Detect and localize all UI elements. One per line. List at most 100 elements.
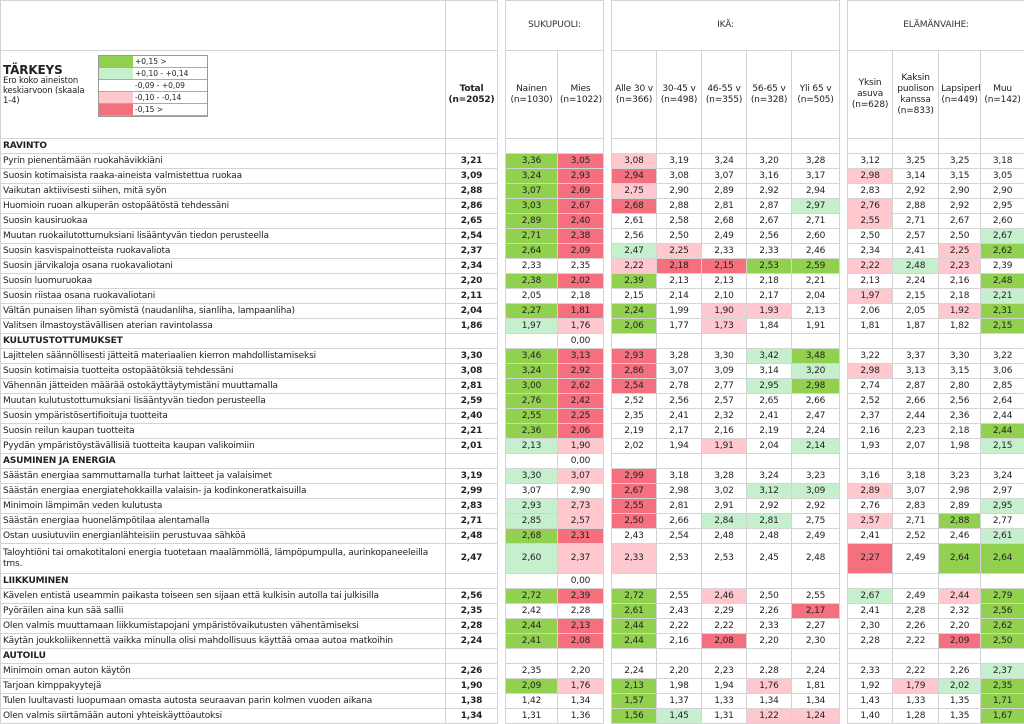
value-cell: 2,35 bbox=[446, 604, 498, 619]
value-cell: 1,81 bbox=[792, 679, 840, 694]
value-cell: 2,81 bbox=[747, 514, 792, 529]
spacer bbox=[498, 259, 506, 274]
value-cell: 2,90 bbox=[939, 184, 981, 199]
value-cell: 2,62 bbox=[981, 619, 1024, 634]
value-cell: 2,56 bbox=[747, 229, 792, 244]
column-name: Mies bbox=[560, 84, 601, 95]
value-cell: 3,24 bbox=[981, 469, 1024, 484]
value-cell: 2,55 bbox=[506, 409, 558, 424]
value-cell: 2,02 bbox=[939, 679, 981, 694]
cell bbox=[506, 649, 558, 664]
spacer bbox=[604, 529, 612, 544]
value-cell: 3,22 bbox=[848, 349, 893, 364]
value-cell: 2,15 bbox=[893, 289, 939, 304]
value-cell: 2,68 bbox=[506, 529, 558, 544]
spacer bbox=[840, 319, 848, 334]
value-cell: 2,71 bbox=[893, 514, 939, 529]
spacer bbox=[840, 379, 848, 394]
column-n: (n=1022) bbox=[560, 95, 601, 106]
value-cell: 3,37 bbox=[893, 349, 939, 364]
value-cell: 3,15 bbox=[939, 364, 981, 379]
cell bbox=[893, 139, 939, 154]
spacer bbox=[498, 484, 506, 499]
value-cell: 2,28 bbox=[446, 619, 498, 634]
column-n: (n=355) bbox=[704, 95, 744, 106]
cell bbox=[657, 139, 702, 154]
value-cell: 2,44 bbox=[506, 619, 558, 634]
value-cell: 2,95 bbox=[981, 499, 1024, 514]
cell bbox=[446, 454, 498, 469]
value-cell: 2,18 bbox=[939, 289, 981, 304]
value-cell: 3,18 bbox=[657, 469, 702, 484]
cell bbox=[506, 454, 558, 469]
value-cell: 1,82 bbox=[939, 319, 981, 334]
row-label: Lajittelen säännöllisesti jätteitä mater… bbox=[1, 349, 446, 364]
value-cell: 3,14 bbox=[747, 364, 792, 379]
cell bbox=[446, 334, 498, 349]
value-cell: 2,62 bbox=[558, 379, 604, 394]
value-cell: 2,15 bbox=[981, 319, 1024, 334]
cell bbox=[981, 139, 1024, 154]
spacer bbox=[498, 634, 506, 649]
value-cell: 1,31 bbox=[506, 709, 558, 724]
column-name: Kaksin puolison kanssa bbox=[895, 73, 936, 106]
value-cell: 2,17 bbox=[657, 424, 702, 439]
value-cell: 2,25 bbox=[939, 244, 981, 259]
spacer bbox=[498, 709, 506, 724]
value-cell: 2,60 bbox=[792, 229, 840, 244]
spacer bbox=[604, 694, 612, 709]
column-name: 46-55 v bbox=[704, 84, 744, 95]
value-cell: 2,18 bbox=[558, 289, 604, 304]
spacer bbox=[840, 274, 848, 289]
value-cell: 3,30 bbox=[446, 349, 498, 364]
value-cell: 2,30 bbox=[848, 619, 893, 634]
spacer bbox=[498, 51, 506, 139]
cell bbox=[612, 334, 657, 349]
row-label: Olen valmis muuttamaan liikkumistapojani… bbox=[1, 619, 446, 634]
value-cell: 3,14 bbox=[893, 169, 939, 184]
group-header: ELÄMÄNVAIHE: bbox=[848, 1, 1024, 51]
value-cell: 1,38 bbox=[446, 694, 498, 709]
value-cell: 1,34 bbox=[558, 694, 604, 709]
row-label: Säästän energiaa huonelämpötilaa alentam… bbox=[1, 514, 446, 529]
value-cell: 2,41 bbox=[506, 634, 558, 649]
value-cell: 2,42 bbox=[558, 394, 604, 409]
value-cell: 2,02 bbox=[558, 274, 604, 289]
spacer bbox=[498, 139, 506, 154]
spacer bbox=[604, 514, 612, 529]
row-label: Vaikutan aktiivisesti siihen, mitä syön bbox=[1, 184, 446, 199]
value-cell: 2,47 bbox=[446, 544, 498, 574]
cell bbox=[981, 649, 1024, 664]
spacer bbox=[604, 394, 612, 409]
value-cell: 2,18 bbox=[747, 274, 792, 289]
value-cell: 3,18 bbox=[893, 469, 939, 484]
value-cell: 2,97 bbox=[792, 199, 840, 214]
value-cell: 3,08 bbox=[612, 154, 657, 169]
spacer bbox=[840, 229, 848, 244]
data-row: Huomioin ruoan alkuperän ostopäätöstä te… bbox=[1, 199, 1024, 214]
spacer bbox=[604, 364, 612, 379]
value-cell: 3,00 bbox=[506, 379, 558, 394]
value-cell: 2,40 bbox=[558, 214, 604, 229]
value-cell: 2,61 bbox=[981, 529, 1024, 544]
column-name: Yli 65 v bbox=[794, 84, 837, 95]
value-cell: 2,72 bbox=[506, 589, 558, 604]
spacer bbox=[604, 574, 612, 589]
value-cell: 2,35 bbox=[558, 259, 604, 274]
value-cell: 3,20 bbox=[747, 154, 792, 169]
row-label: Suosin kotimaisista raaka-aineista valmi… bbox=[1, 169, 446, 184]
cell: 0,00 bbox=[558, 574, 604, 589]
value-cell: 2,92 bbox=[939, 199, 981, 214]
cell bbox=[446, 139, 498, 154]
column-name: Muu bbox=[983, 84, 1022, 95]
cell bbox=[792, 574, 840, 589]
value-cell: 2,64 bbox=[981, 544, 1024, 574]
value-cell: 1,42 bbox=[506, 694, 558, 709]
value-cell: 2,25 bbox=[558, 409, 604, 424]
value-cell: 3,24 bbox=[702, 154, 747, 169]
value-cell: 2,13 bbox=[657, 274, 702, 289]
value-cell: 1,36 bbox=[558, 709, 604, 724]
column-n: (n=449) bbox=[941, 95, 978, 106]
value-cell: 2,55 bbox=[657, 589, 702, 604]
